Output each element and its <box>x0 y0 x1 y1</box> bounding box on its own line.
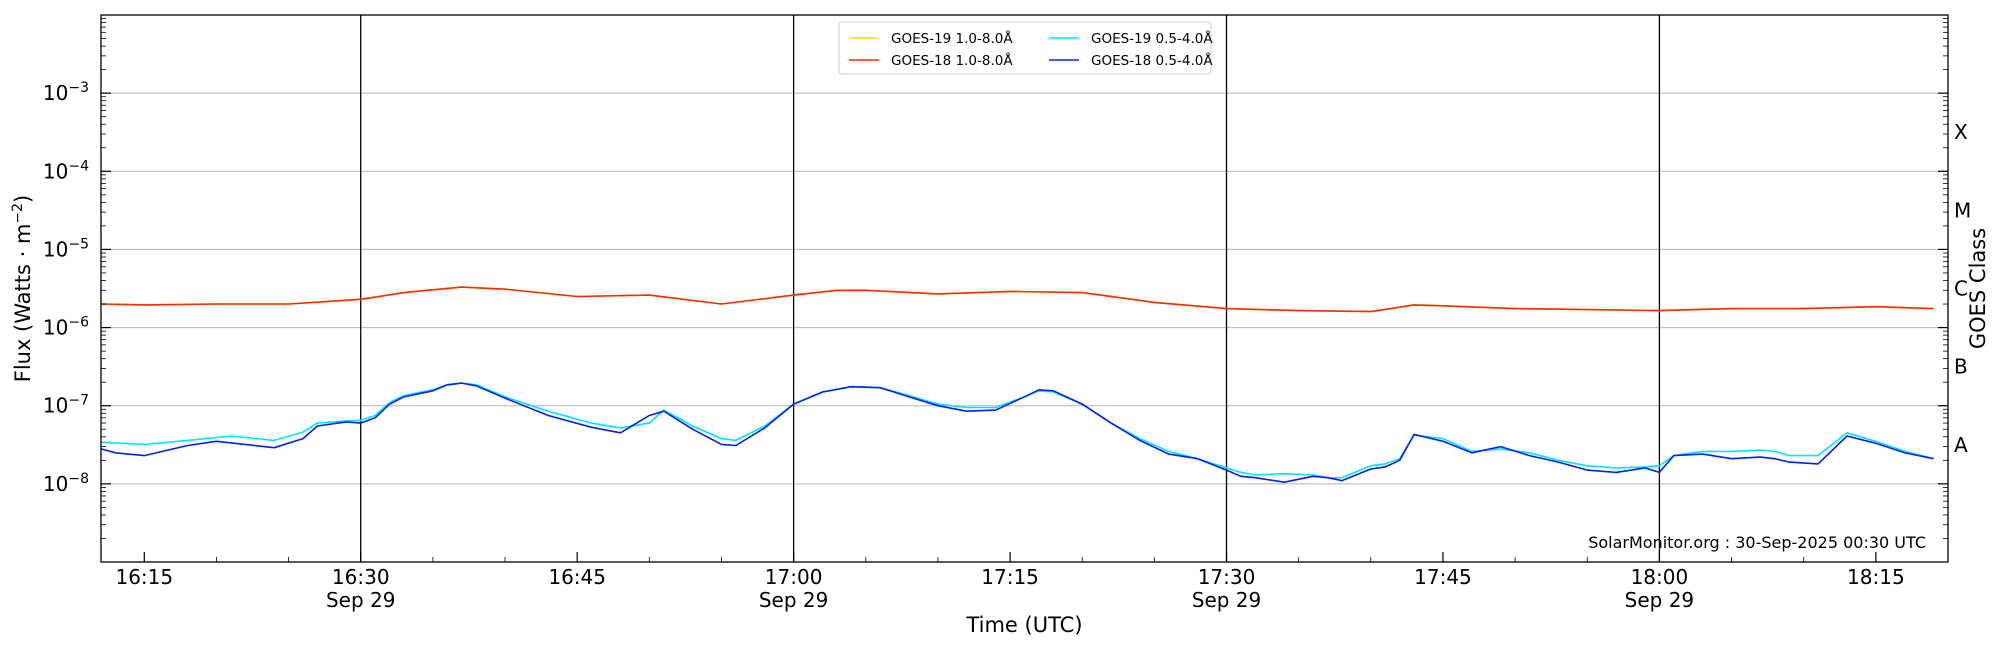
axis-ticks <box>101 18 1949 562</box>
series-line <box>100 382 1934 484</box>
y-axis-title-exponent: −2 <box>10 203 26 224</box>
y-axis-title-close: ) <box>11 195 35 203</box>
goes-class-x-label: X <box>1954 120 1968 144</box>
x-tick-date-label: Sep 29 <box>1192 588 1262 612</box>
y-axis-title-main: Flux (Watts · m <box>11 224 35 383</box>
y-tick-label: 10−5 <box>43 236 89 261</box>
x-tick-date-label: Sep 29 <box>759 588 829 612</box>
legend-label: GOES-18 1.0-8.0Å <box>891 52 1013 69</box>
day-boundary-lines <box>360 15 1661 562</box>
y-tick-label: 10−4 <box>43 158 89 183</box>
legend-label: GOES-19 1.0-8.0Å <box>891 30 1013 47</box>
x-tick-date-label: Sep 29 <box>326 588 396 612</box>
legend-box <box>838 21 1212 75</box>
x-axis-title: Time (UTC) <box>965 613 1082 637</box>
goes-class-labels: X M C B A <box>1954 120 1971 457</box>
plot-frame <box>100 14 1949 563</box>
x-tick-label: 17:45 <box>1414 565 1472 589</box>
x-tick-label: 17:30 <box>1198 565 1256 589</box>
y-axis-title: Flux (Watts · m−2) <box>10 195 35 383</box>
legend: GOES-19 1.0-8.0Å GOES-18 1.0-8.0Å GOES-19 … <box>838 21 1213 75</box>
grid-lines <box>101 92 1948 485</box>
y-tick-label: 10−8 <box>43 471 89 496</box>
x-tick-label: 17:00 <box>765 565 823 589</box>
x-tick-label: 16:45 <box>548 565 606 589</box>
flux-series <box>100 286 1934 484</box>
series-line <box>100 286 1934 313</box>
goes-class-a-label: A <box>1954 433 1968 457</box>
credit-text: SolarMonitor.org : 30-Sep-2025 00:30 UTC <box>1588 533 1926 552</box>
x-tick-date-label: Sep 29 <box>1625 588 1695 612</box>
y-tick-labels: 10−3 10−4 10−5 10−6 10−7 10−8 <box>43 80 89 496</box>
series-line <box>100 382 1934 479</box>
y-tick-label: 10−6 <box>43 315 89 340</box>
goes-class-axis-title: GOES Class <box>1966 228 1990 349</box>
x-tick-label: 18:15 <box>1847 565 1905 589</box>
legend-label: GOES-19 0.5-4.0Å <box>1091 30 1213 47</box>
legend-label: GOES-18 0.5-4.0Å <box>1091 52 1213 69</box>
goes-class-c-label: C <box>1954 277 1968 301</box>
y-tick-label: 10−3 <box>43 80 89 105</box>
x-tick-label: 16:15 <box>115 565 173 589</box>
x-tick-label: 18:00 <box>1631 565 1689 589</box>
x-tick-label: 17:15 <box>981 565 1039 589</box>
x-tick-label: 16:30 <box>332 565 390 589</box>
goes-class-m-label: M <box>1954 198 1971 222</box>
goes-class-b-label: B <box>1954 355 1968 379</box>
y-tick-label: 10−7 <box>43 393 89 418</box>
